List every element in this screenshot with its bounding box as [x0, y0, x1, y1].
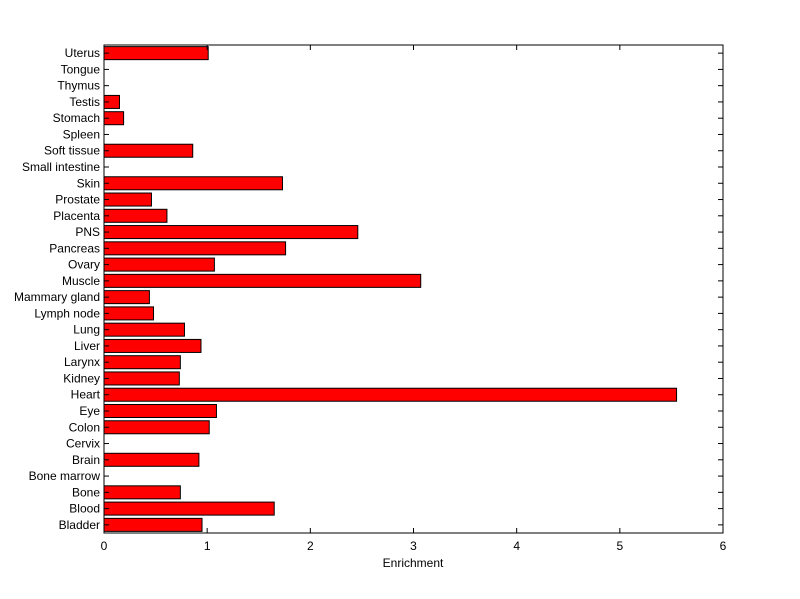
y-tick-label: Small intestine — [22, 160, 100, 174]
x-tick-label: 1 — [204, 539, 211, 553]
y-tick-label: Prostate — [55, 193, 100, 207]
y-tick-label: Placenta — [53, 209, 100, 223]
y-tick-label: Bone — [72, 485, 100, 499]
y-tick-label: PNS — [75, 225, 100, 239]
bar-prostate — [103, 192, 152, 207]
bar-soft-tissue — [103, 143, 194, 158]
bar-ovary — [103, 257, 215, 272]
y-tick-label: Cervix — [66, 437, 100, 451]
y-tick-label: Eye — [79, 404, 100, 418]
y-tick-label: Mammary gland — [14, 290, 100, 304]
y-tick-label: Heart — [71, 388, 101, 402]
bar-eye — [103, 403, 217, 419]
y-tick-label: Liver — [74, 339, 100, 353]
y-tick-label: Bone marrow — [29, 469, 101, 483]
y-tick-label: Testis — [69, 95, 100, 109]
y-tick-label: Thymus — [57, 79, 100, 93]
y-tick-label: Tongue — [61, 62, 101, 76]
x-tick-label: 5 — [616, 539, 623, 553]
bar-bone — [103, 485, 181, 500]
bar-liver — [103, 338, 202, 353]
y-tick-label: Colon — [69, 420, 100, 434]
y-tick-label: Brain — [72, 453, 100, 467]
bar-lung — [103, 322, 185, 337]
bar-larynx — [103, 355, 181, 370]
bar-heart — [103, 387, 678, 402]
bar-uterus — [103, 46, 209, 61]
bar-kidney — [103, 371, 180, 386]
y-tick-label: Uterus — [65, 46, 100, 60]
bar-bladder — [103, 517, 203, 532]
bar-pns — [103, 225, 359, 240]
y-tick-label: Spleen — [63, 127, 100, 141]
x-tick-label: 3 — [410, 539, 417, 553]
y-tick-label: Skin — [77, 176, 100, 190]
bar-blood — [103, 501, 275, 516]
bar-muscle — [103, 273, 422, 288]
bar-pancreas — [103, 241, 287, 256]
bar-placenta — [103, 208, 168, 223]
bar-skin — [103, 176, 283, 191]
y-tick-label: Bladder — [59, 518, 100, 532]
bar-lymph-node — [103, 306, 155, 321]
y-tick-label: Stomach — [53, 111, 100, 125]
x-tick-label: 0 — [101, 539, 108, 553]
y-tick-label: Ovary — [68, 258, 100, 272]
y-tick-label: Larynx — [64, 355, 100, 369]
y-tick-label: Blood — [69, 502, 100, 516]
y-tick-label: Soft tissue — [44, 144, 100, 158]
x-tick-label: 6 — [720, 539, 727, 553]
bar-mammary-gland — [103, 290, 150, 305]
x-tick-label: 2 — [307, 539, 314, 553]
x-tick-label: 4 — [513, 539, 520, 553]
x-axis-label: Enrichment — [383, 556, 444, 570]
bar-brain — [103, 452, 200, 467]
y-tick-label: Kidney — [63, 371, 100, 385]
bar-colon — [103, 420, 210, 435]
y-tick-label: Lung — [73, 323, 100, 337]
y-tick-label: Lymph node — [34, 306, 100, 320]
y-tick-label: Muscle — [62, 274, 100, 288]
y-tick-label: Pancreas — [49, 241, 100, 255]
